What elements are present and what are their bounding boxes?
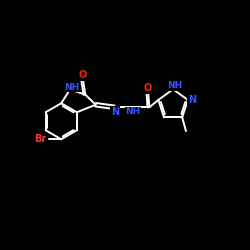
Text: N: N <box>111 107 119 117</box>
Text: Br: Br <box>34 134 46 144</box>
Text: NH: NH <box>167 81 182 90</box>
Text: O: O <box>144 83 152 93</box>
Text: O: O <box>79 70 87 80</box>
Text: N: N <box>188 95 196 105</box>
Text: NH: NH <box>126 107 141 116</box>
Text: NH: NH <box>64 82 79 92</box>
